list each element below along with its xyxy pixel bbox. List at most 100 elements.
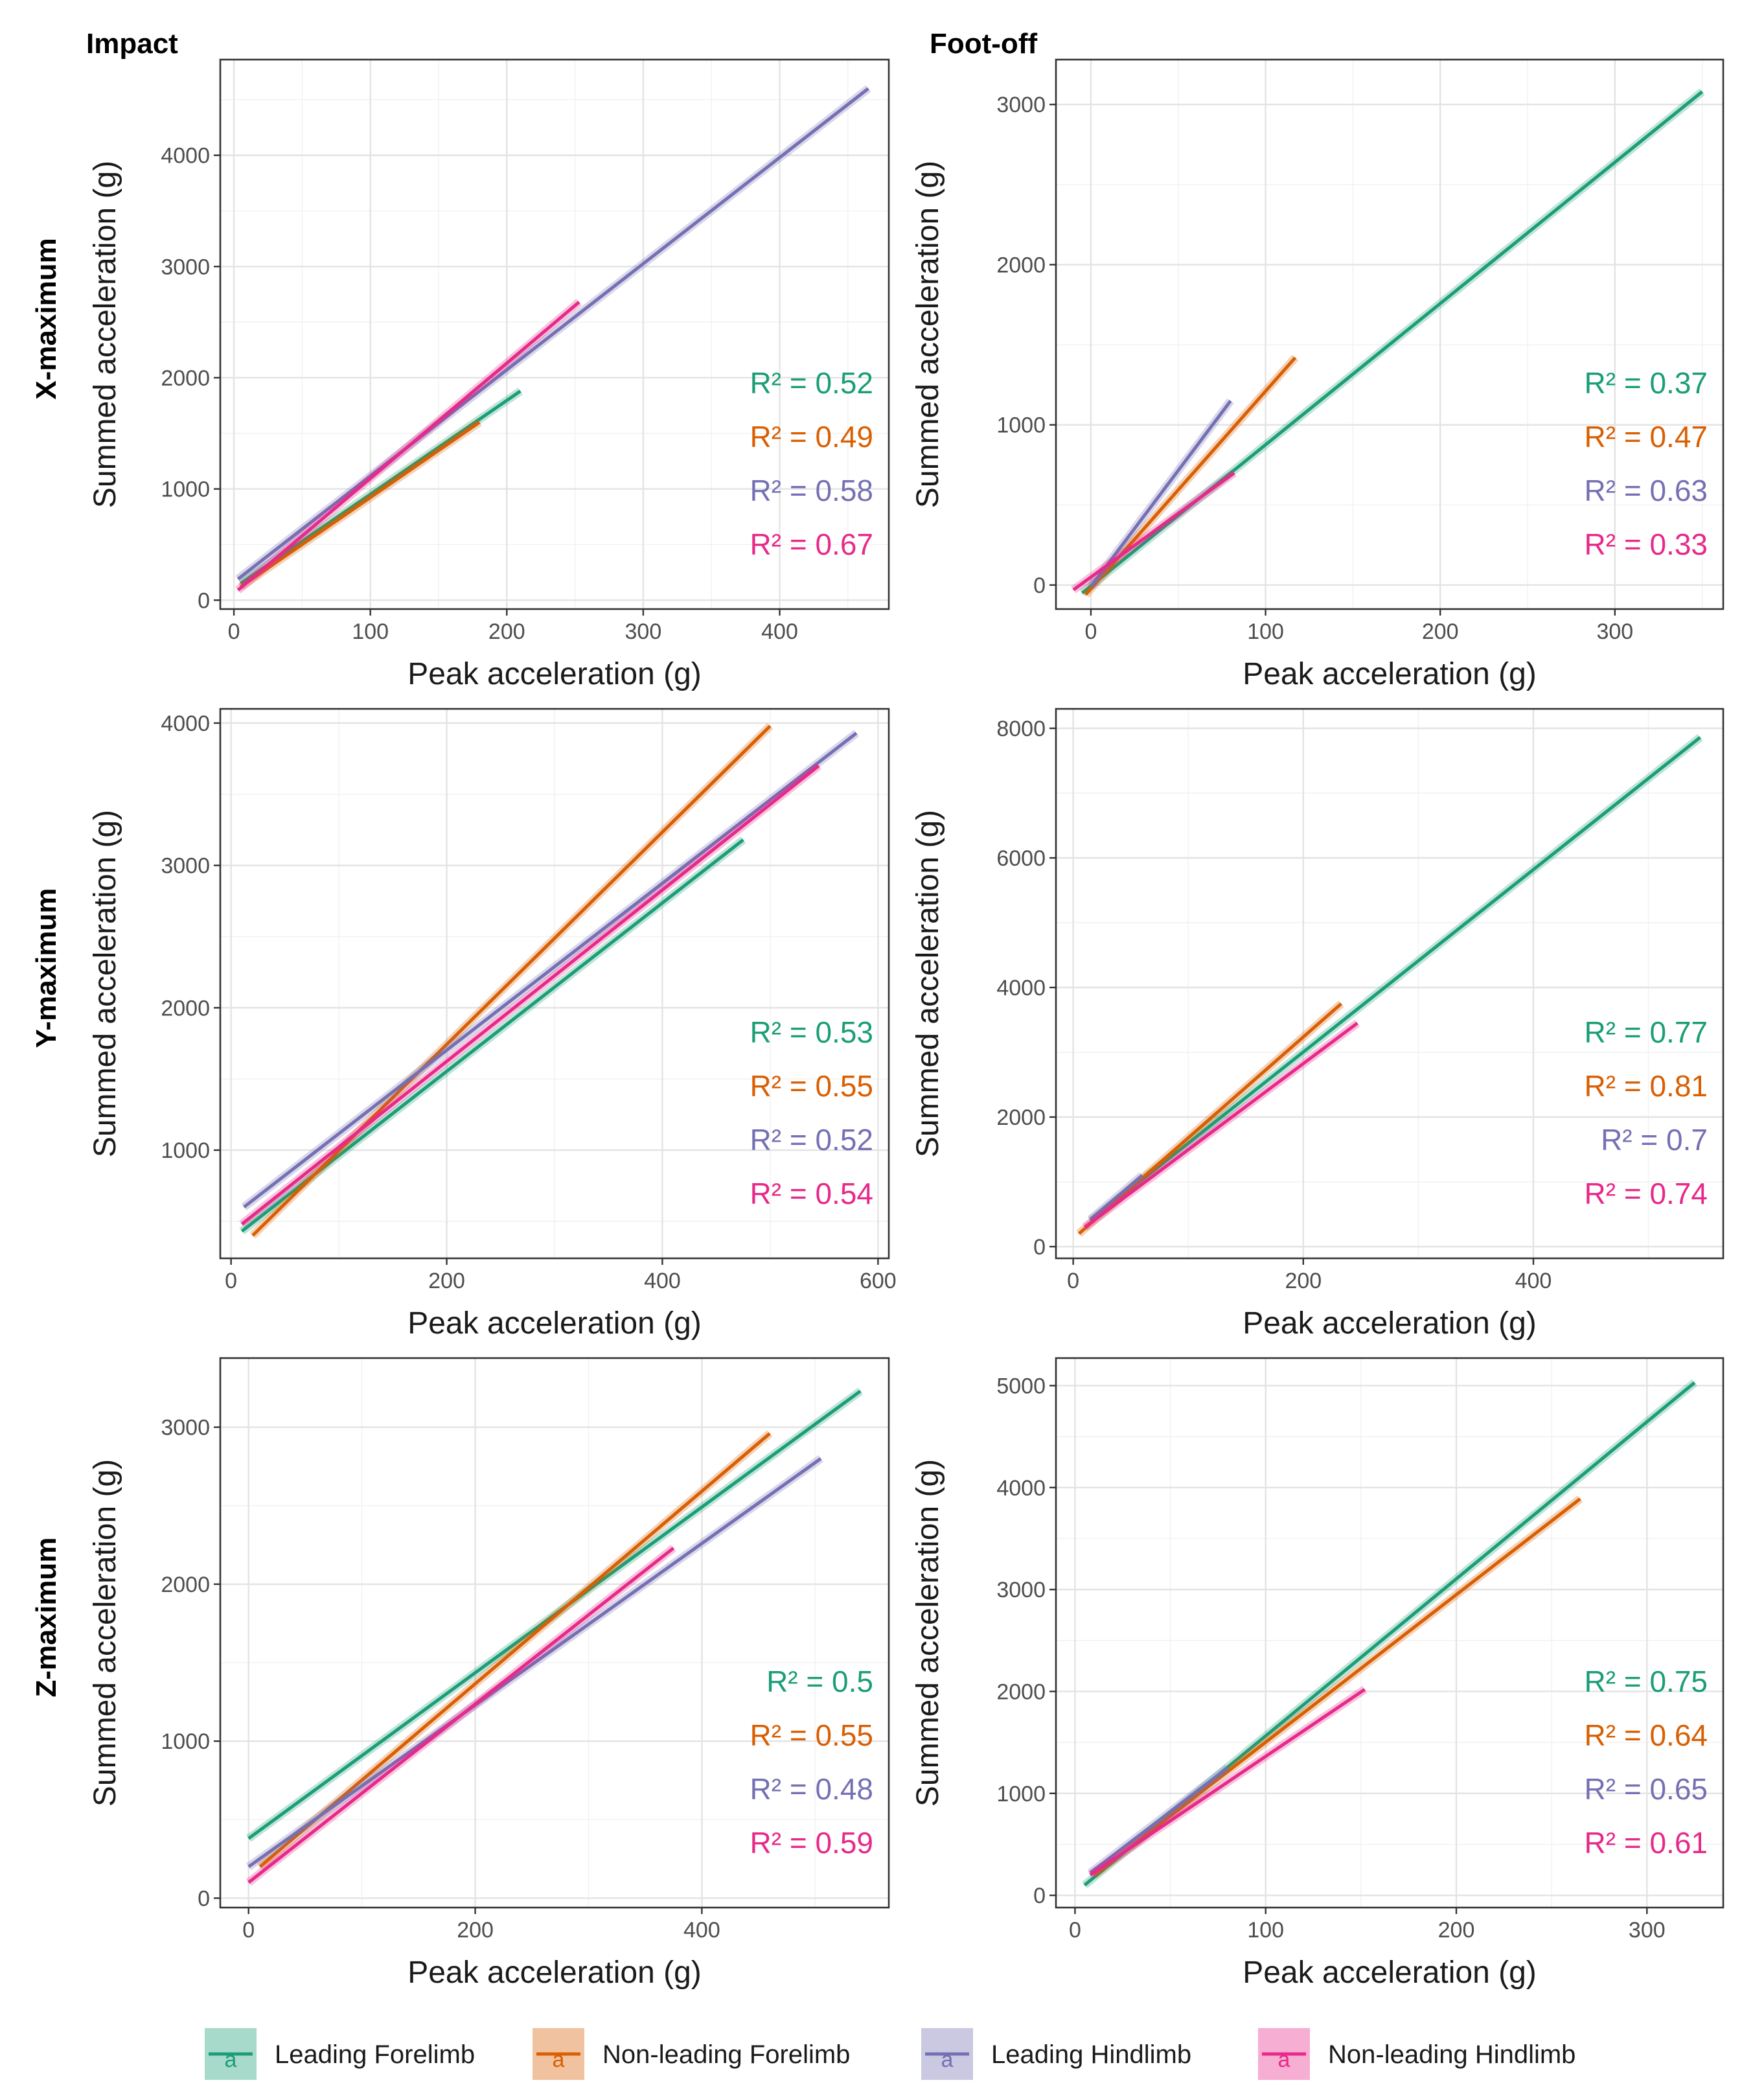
series-line-leading-hindlimb [236,87,869,581]
x-tick-label: 300 [1596,619,1633,644]
r2-annotation: R² = 0.55 [750,1718,874,1752]
r2-annotation: R² = 0.65 [1585,1772,1708,1806]
panel-border [1055,708,1724,1260]
legend-label: Non-leading Forelimb [602,2040,850,2069]
legend-item-non-leading-forelimb: a Non-leading Forelimb [533,2028,850,2080]
series-line-non-leading-hindlimb [247,1547,675,1884]
x-tick-label: 100 [352,619,389,644]
row-title-y-maximum: Y-maximum [30,888,62,1048]
x-tick-label: 200 [1285,1269,1322,1293]
x-tick-label: 0 [1069,1918,1081,1943]
x-tick-label: 400 [761,619,798,644]
r2-annotation: R² = 0.61 [1585,1826,1708,1860]
x-tick-label: 200 [1438,1918,1475,1943]
panel-border [219,58,890,610]
y-tick-label: 2000 [996,1105,1046,1130]
legend-key-glyph: a [553,2048,565,2072]
x-tick-label: 400 [1515,1269,1552,1293]
series-line-leading-hindlimb [243,732,858,1208]
panel-border [1055,58,1724,610]
x-axis-title: Peak acceleration (g) [1243,1956,1537,1990]
legend-label: Non-leading Hindlimb [1328,2040,1575,2069]
y-axis-title: Summed acceleration (g) [88,161,122,508]
y-tick-label: 0 [1033,1235,1046,1260]
y-tick-label: 4000 [996,976,1046,1000]
y-tick-label: 2000 [161,996,210,1021]
y-tick-label: 6000 [996,846,1046,871]
panel-border [219,708,890,1260]
r2-annotation: R² = 0.52 [750,1123,874,1157]
r2-annotation: R² = 0.49 [750,420,874,454]
r2-annotation: R² = 0.77 [1585,1015,1708,1049]
row-title-z-maximum: Z-maximum [30,1538,62,1698]
series-line-leading-hindlimb [1089,400,1232,588]
r2-annotation: R² = 0.33 [1585,527,1708,561]
series-line-leading-forelimb [1089,736,1702,1222]
y-tick-label: 8000 [996,717,1046,741]
series-line-leading-hindlimb [247,1457,822,1869]
r2-annotation: R² = 0.75 [1585,1665,1708,1698]
legend-label: Leading Hindlimb [991,2040,1191,2069]
y-axis-title: Summed acceleration (g) [88,810,122,1157]
r2-annotation: R² = 0.64 [1585,1718,1708,1752]
r2-annotation: R² = 0.53 [750,1015,874,1049]
series-line-non-leading-hindlimb [1089,1688,1366,1876]
series-line-non-leading-forelimb [251,724,772,1237]
x-tick-label: 300 [1629,1918,1666,1943]
y-tick-label: 3000 [996,1578,1046,1602]
legend-key-glyph: a [225,2048,237,2072]
y-tick-label: 1000 [161,1729,210,1754]
series-line-non-leading-forelimb [1093,1497,1581,1876]
y-tick-label: 3000 [161,255,210,279]
x-tick-label: 0 [1084,619,1097,644]
x-tick-label: 400 [683,1918,720,1943]
r2-annotation: R² = 0.48 [750,1772,874,1806]
series-line-non-leading-forelimb [258,1432,771,1868]
y-tick-label: 5000 [996,1374,1046,1398]
series-line-non-leading-hindlimb [236,301,580,592]
r2-annotation: R² = 0.59 [750,1826,874,1860]
x-tick-label: 0 [242,1918,255,1943]
r2-annotation: R² = 0.5 [766,1665,873,1698]
x-tick-label: 100 [1247,619,1284,644]
r2-annotation: R² = 0.63 [1585,474,1708,507]
series-line-leading-hindlimb [1089,1766,1229,1875]
legend-item-leading-hindlimb: a Leading Hindlimb [921,2028,1191,2080]
x-axis-title: Peak acceleration (g) [407,657,702,691]
y-axis-title: Summed acceleration (g) [911,1459,945,1806]
series-line-leading-forelimb [240,389,521,585]
x-tick-label: 400 [644,1269,681,1293]
y-tick-label: 2000 [996,253,1046,277]
y-axis-title: Summed acceleration (g) [911,810,945,1157]
panel-y-maximum-impact: 0 200 400 600 1000 2000 3000 4000 R² = 0.53 R² = … [88,708,897,1341]
legend: a Leading Forelimb a Non-leading Forelimb a L… [205,2028,1575,2080]
y-tick-label: 2000 [161,1573,210,1597]
r2-annotation: R² = 0.74 [1585,1177,1708,1210]
x-axis-title: Peak acceleration (g) [1243,1306,1537,1341]
y-tick-label: 1000 [996,413,1046,438]
x-axis-title: Peak acceleration (g) [407,1306,702,1341]
legend-key-glyph: a [941,2048,954,2072]
x-tick-label: 0 [1067,1269,1079,1293]
y-tick-label: 3000 [161,854,210,879]
y-tick-label: 4000 [161,144,210,168]
x-tick-label: 200 [488,619,525,644]
y-tick-label: 0 [198,1886,210,1911]
x-tick-label: 200 [457,1918,494,1943]
y-tick-label: 1000 [996,1782,1046,1806]
series-line-non-leading-hindlimb [1083,1021,1358,1229]
y-tick-label: 0 [1033,1884,1046,1908]
r2-annotation: R² = 0.55 [750,1069,874,1103]
y-tick-label: 0 [1033,573,1046,598]
x-axis-title: Peak acceleration (g) [1243,657,1537,691]
x-tick-label: 200 [1422,619,1459,644]
column-title-foot-off: Foot-off [930,28,1037,60]
x-tick-label: 0 [228,619,240,644]
r2-annotation: R² = 0.58 [750,474,874,507]
y-tick-label: 3000 [161,1416,210,1440]
